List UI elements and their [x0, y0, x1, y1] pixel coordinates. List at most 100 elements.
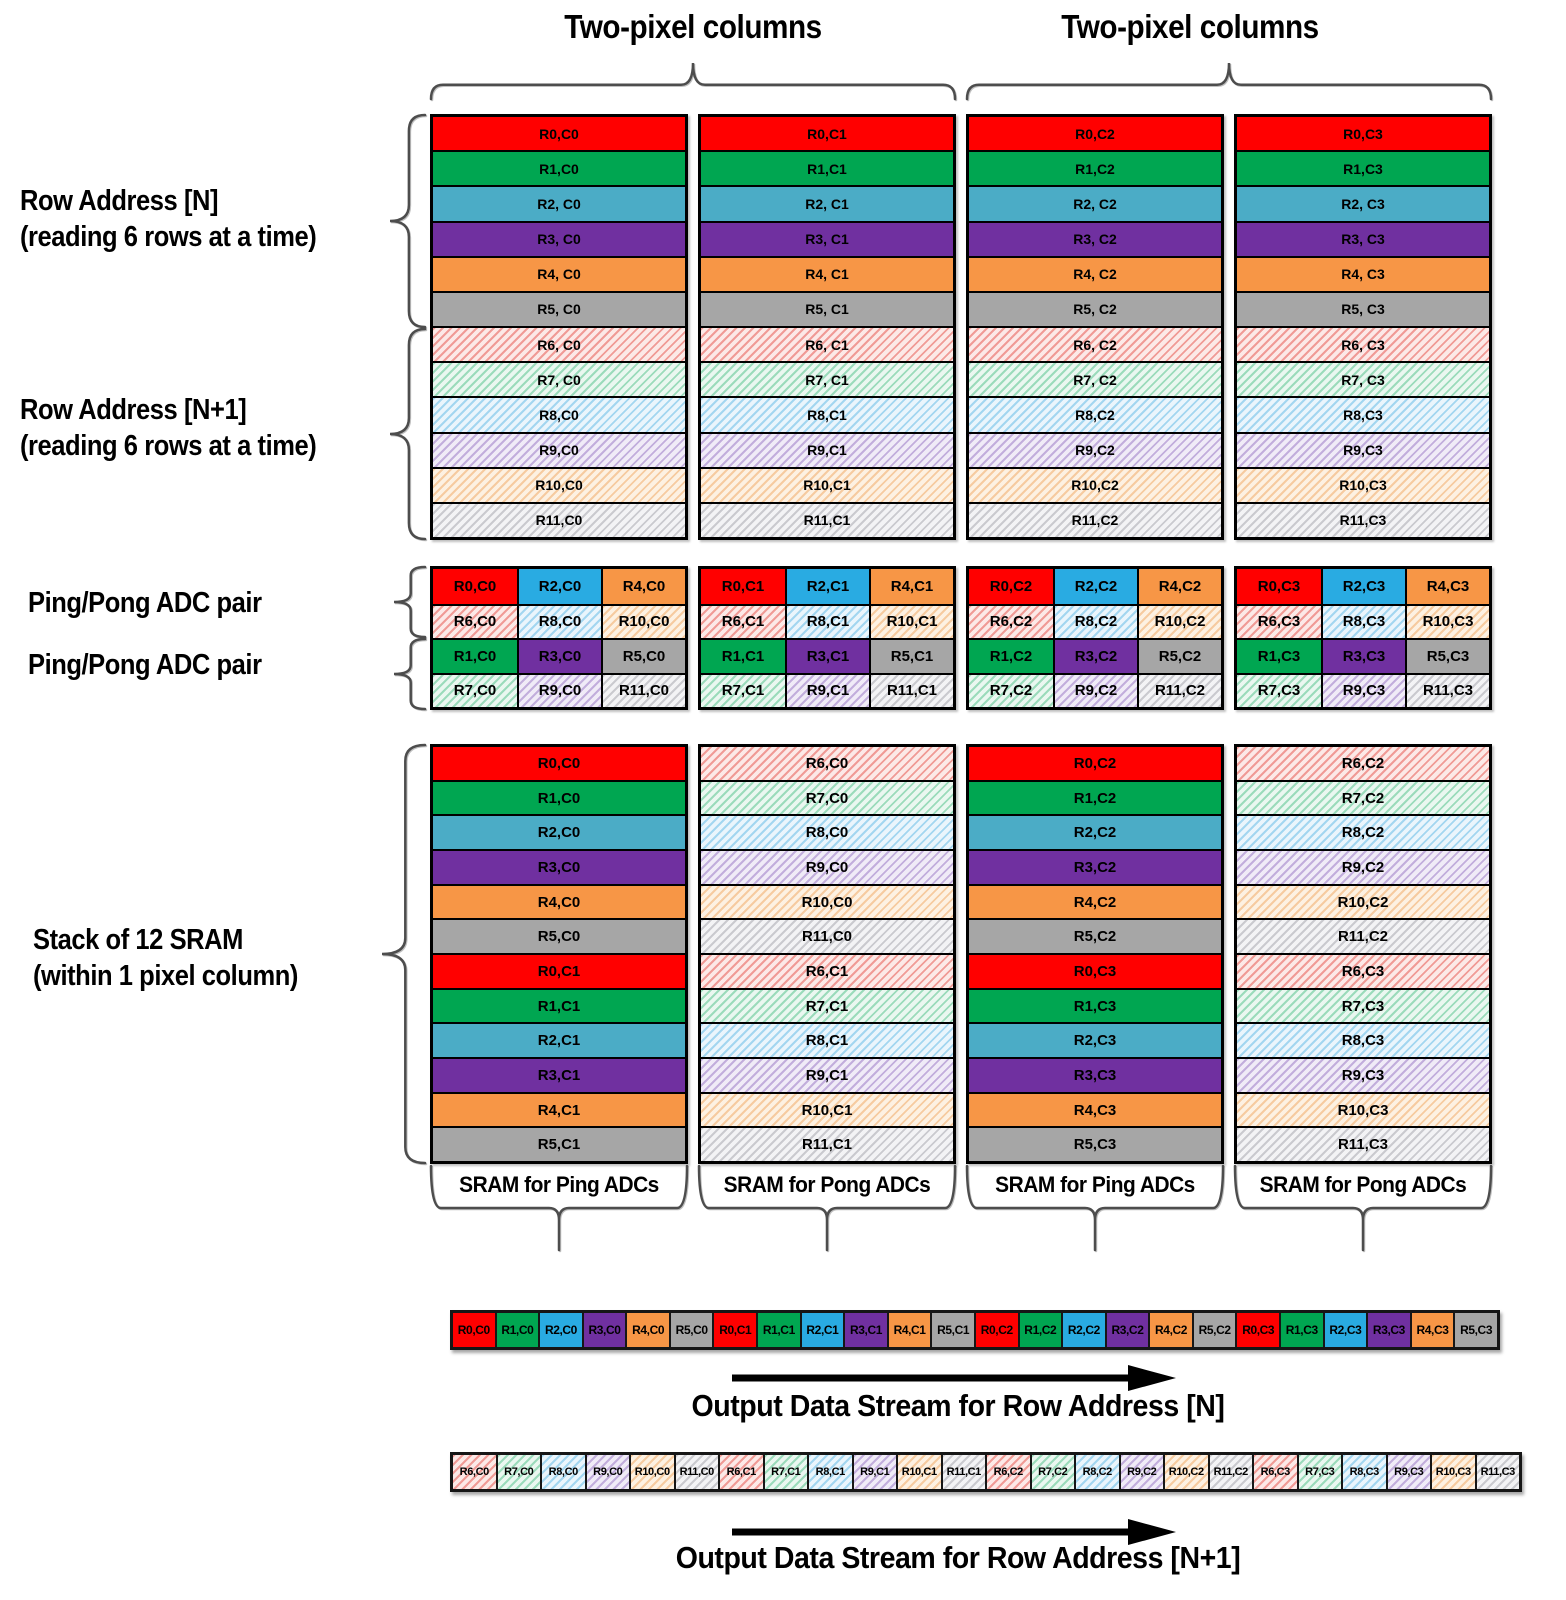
pixel-array-cell: R2, C1 [701, 185, 953, 221]
adc-cell: R11,C1 [869, 672, 953, 707]
stream-cell: R9,C3 [1385, 1455, 1430, 1489]
stream-cell: R10,C2 [1163, 1455, 1208, 1489]
stream-cell: R6,C0 [453, 1455, 496, 1489]
caption-sram-pong-adcs-1: SRAM for Pong ADCs [723, 1172, 931, 1197]
cell-label: R10,C3 [1337, 1101, 1389, 1119]
label-sram-stack: Stack of 12 SRAM (within 1 pixel column) [33, 922, 298, 994]
sram-cell: R4,C3 [969, 1091, 1221, 1127]
cell-label: R9,C0 [805, 858, 849, 876]
cell-label: R7,C3 [1341, 997, 1385, 1015]
cell-label: R0,C2 [1075, 125, 1115, 142]
pixel-array-cell: R3, C1 [701, 220, 953, 256]
sram-cell: R0,C3 [969, 953, 1221, 988]
adc-cell: R4,C1 [869, 569, 953, 604]
stream-cell: R3,C0 [581, 1313, 626, 1347]
stream-cell: R6,C1 [718, 1455, 763, 1489]
cell-label: R6, C3 [1341, 336, 1385, 353]
pixel-array-column: R0,C2 R1,C2 R2, C2 R3, C2 R4, C2 R5, C2 R6, C2… [966, 114, 1224, 540]
sram-cell: R8,C0 [701, 814, 953, 850]
brace-row-address-n1 [389, 327, 427, 541]
adc-cell: R1,C1 [701, 638, 785, 673]
pixel-array-cell: R7, C1 [701, 361, 953, 397]
adc-cell: R9,C0 [517, 672, 601, 707]
adc-cell: R7,C2 [969, 672, 1053, 707]
adc-cell: R8,C3 [1321, 603, 1405, 638]
pixel-array-cell: R2, C3 [1237, 185, 1489, 221]
label-row-address-n-line1: Row Address [N] [20, 185, 219, 217]
pixel-array-cell: R0,C0 [433, 117, 685, 151]
sram-cell: R1,C3 [969, 987, 1221, 1023]
cell-label: R5,C3 [1073, 1136, 1117, 1154]
cell-label: R1,C3 [1073, 997, 1117, 1015]
cell-label: R3, C1 [805, 231, 849, 248]
sram-cell: R8,C3 [1237, 1022, 1489, 1058]
cell-label: R5,C1 [537, 1136, 581, 1154]
cell-label: R0,C1 [537, 962, 581, 980]
stream-cell: R0,C2 [973, 1313, 1018, 1347]
adc-cell: R10,C0 [601, 603, 685, 638]
sram-cell: R2,C0 [433, 814, 685, 850]
cell-label: R8,C2 [1075, 406, 1115, 423]
output-data-stream-n1: R6,C0 R7,C0 R8,C0 R9,C0 R10,C0 R11,C0 R6,C1 R7,… [450, 1452, 1522, 1492]
cell-label: R10,C3 [1339, 477, 1387, 494]
adc-cell: R10,C2 [1137, 603, 1221, 638]
adc-cell: R6,C1 [701, 603, 785, 638]
cell-label: R9,C1 [805, 1066, 849, 1084]
cell-label: R2, C3 [1341, 195, 1385, 212]
cell-label: R10,C0 [801, 893, 853, 911]
adc-cell: R0,C3 [1237, 569, 1321, 604]
pixel-array-cell: R5, C3 [1237, 290, 1489, 327]
sram-cell: R3,C2 [969, 849, 1221, 884]
stream-cell: R10,C1 [896, 1455, 941, 1489]
cell-label: R7, C3 [1341, 371, 1385, 388]
sram-cell: R1,C2 [969, 779, 1221, 815]
sram-cell: R8,C2 [1237, 814, 1489, 850]
cell-label: R5, C1 [805, 301, 849, 318]
cell-label: R10,C2 [1337, 893, 1389, 911]
sram-cell: R1,C1 [433, 987, 685, 1023]
caption-sram-ping-adcs-0: SRAM for Ping ADCs [459, 1172, 659, 1197]
stream-cell: R2,C1 [799, 1313, 844, 1347]
cell-label: R2,C3 [1073, 1032, 1117, 1050]
stream-cell: R10,C3 [1430, 1455, 1475, 1489]
sram-cell: R9,C0 [701, 849, 953, 884]
pixel-array-cell: R0,C3 [1237, 117, 1489, 151]
stream-cell: R8,C1 [807, 1455, 852, 1489]
cell-label: R5,C0 [537, 928, 581, 946]
adc-cell: R7,C3 [1237, 672, 1321, 707]
brace-row-address-n [389, 113, 427, 329]
pixel-array-cell: R1,C0 [433, 150, 685, 186]
stream-cell: R5,C1 [930, 1313, 974, 1347]
stream-cell: R1,C1 [756, 1313, 800, 1347]
adc-cell: R8,C0 [517, 603, 601, 638]
cell-label: R6, C0 [537, 336, 581, 353]
cell-label: R6, C2 [1073, 336, 1117, 353]
stream-cell: R11,C0 [673, 1455, 718, 1489]
stream-cell: R4,C1 [886, 1313, 931, 1347]
adc-cell: R3,C1 [785, 638, 869, 673]
sram-cell: R2,C3 [969, 1022, 1221, 1058]
label-row-address-n-line2: (reading 6 rows at a time) [20, 221, 317, 253]
cell-label: R8,C0 [805, 824, 849, 842]
cell-label: R0,C3 [1343, 125, 1383, 142]
sram-cell: R9,C3 [1237, 1057, 1489, 1092]
stream-cell: R5,C0 [668, 1313, 713, 1347]
cell-label: R3, C0 [537, 231, 581, 248]
adc-cell: R6,C3 [1237, 603, 1321, 638]
cell-label: R3,C3 [1073, 1066, 1117, 1084]
pixel-array-cell: R7, C3 [1237, 361, 1489, 397]
pixel-array-cell: R6, C0 [433, 326, 685, 362]
adc-pair-grid: R0,C0 R2,C0 R4,C0 R6,C0 R8,C0 R10,C0 R1,C0 R3,C… [430, 566, 688, 710]
pixel-array-cell: R10,C2 [969, 466, 1221, 502]
cell-label: R6,C0 [805, 754, 849, 772]
cell-label: R1,C0 [537, 789, 581, 807]
adc-cell: R2,C1 [785, 569, 869, 604]
pixel-array-cell: R11,C1 [701, 501, 953, 538]
label-ping-pong-adc-pair-1: Ping/Pong ADC pair [28, 587, 262, 619]
adc-cell: R5,C3 [1405, 638, 1489, 673]
adc-cell: R9,C1 [785, 672, 869, 707]
cell-label: R7, C2 [1073, 371, 1117, 388]
sram-cell: R11,C2 [1237, 918, 1489, 954]
cell-label: R5, C3 [1341, 301, 1385, 318]
